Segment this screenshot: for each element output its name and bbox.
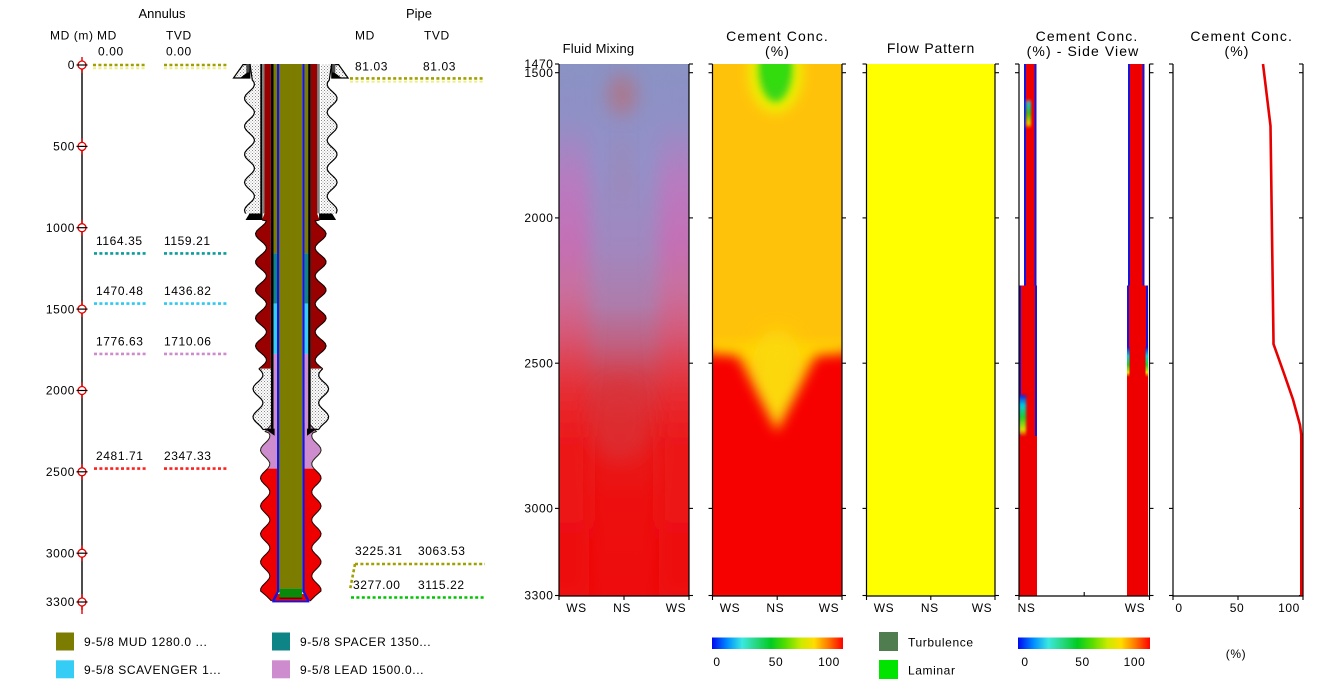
svg-text:2000: 2000 bbox=[524, 211, 553, 225]
svg-text:TVD: TVD bbox=[166, 29, 192, 43]
svg-text:NS: NS bbox=[766, 601, 784, 615]
svg-text:2000: 2000 bbox=[46, 384, 75, 398]
svg-text:Laminar: Laminar bbox=[908, 664, 956, 678]
svg-text:1500: 1500 bbox=[46, 302, 75, 316]
svg-text:0: 0 bbox=[1021, 655, 1028, 669]
svg-text:9-5/8 MUD 1280.0 ...: 9-5/8 MUD 1280.0 ... bbox=[84, 635, 207, 649]
svg-text:9-5/8 SCAVENGER 1...: 9-5/8 SCAVENGER 1... bbox=[84, 663, 221, 677]
svg-text:WS: WS bbox=[1125, 601, 1146, 615]
svg-text:50: 50 bbox=[1075, 655, 1090, 669]
svg-text:Cement Conc.: Cement Conc. bbox=[1036, 28, 1139, 44]
svg-text:0: 0 bbox=[68, 58, 75, 72]
svg-text:Turbulence: Turbulence bbox=[908, 636, 974, 650]
svg-text:3225.31: 3225.31 bbox=[355, 544, 403, 558]
svg-text:1710.06: 1710.06 bbox=[164, 334, 212, 348]
svg-text:Annulus: Annulus bbox=[139, 6, 186, 21]
svg-text:WS: WS bbox=[819, 601, 840, 615]
svg-text:WS: WS bbox=[972, 601, 993, 615]
svg-text:MD: MD bbox=[97, 29, 117, 43]
svg-text:9-5/8 LEAD 1500.0...: 9-5/8 LEAD 1500.0... bbox=[300, 663, 424, 677]
svg-text:3300: 3300 bbox=[46, 595, 75, 609]
svg-text:Pipe: Pipe bbox=[406, 6, 432, 21]
svg-text:NS: NS bbox=[921, 601, 939, 615]
svg-text:(%): (%) bbox=[1224, 43, 1249, 59]
svg-text:0.00: 0.00 bbox=[98, 45, 124, 59]
svg-text:1776.63: 1776.63 bbox=[96, 334, 144, 348]
svg-text:1500: 1500 bbox=[524, 66, 553, 80]
svg-text:WS: WS bbox=[566, 601, 587, 615]
svg-text:Flow Pattern: Flow Pattern bbox=[887, 40, 975, 56]
svg-text:2500: 2500 bbox=[46, 465, 75, 479]
svg-text:3000: 3000 bbox=[524, 502, 553, 516]
svg-text:1470.48: 1470.48 bbox=[96, 284, 144, 298]
svg-text:1470: 1470 bbox=[524, 57, 553, 71]
svg-text:0: 0 bbox=[1175, 601, 1182, 615]
svg-text:Cement Conc.: Cement Conc. bbox=[726, 28, 829, 44]
svg-text:500: 500 bbox=[53, 140, 75, 154]
svg-text:3300: 3300 bbox=[524, 589, 553, 603]
svg-text:81.03: 81.03 bbox=[423, 60, 456, 74]
svg-text:MD: MD bbox=[355, 29, 375, 43]
svg-text:9-5/8 SPACER 1350...: 9-5/8 SPACER 1350... bbox=[300, 635, 431, 649]
svg-text:NS: NS bbox=[1018, 601, 1036, 615]
svg-text:81.03: 81.03 bbox=[355, 60, 388, 74]
svg-text:MD (m): MD (m) bbox=[50, 29, 94, 43]
svg-text:WS: WS bbox=[874, 601, 895, 615]
svg-text:Fluid Mixing: Fluid Mixing bbox=[563, 41, 635, 56]
svg-text:100: 100 bbox=[1124, 655, 1146, 669]
svg-text:NS: NS bbox=[613, 601, 631, 615]
svg-text:WS: WS bbox=[720, 601, 741, 615]
svg-text:3000: 3000 bbox=[46, 546, 75, 560]
svg-text:(%): (%) bbox=[765, 43, 790, 59]
svg-text:0.00: 0.00 bbox=[166, 45, 192, 59]
svg-text:(%): (%) bbox=[1226, 647, 1246, 661]
svg-text:50: 50 bbox=[769, 655, 784, 669]
svg-text:2347.33: 2347.33 bbox=[164, 449, 212, 463]
svg-text:100: 100 bbox=[1278, 601, 1300, 615]
svg-text:1000: 1000 bbox=[46, 221, 75, 235]
svg-text:WS: WS bbox=[666, 601, 687, 615]
svg-text:50: 50 bbox=[1230, 601, 1245, 615]
svg-text:Cement Conc.: Cement Conc. bbox=[1190, 28, 1293, 44]
svg-text:1436.82: 1436.82 bbox=[164, 284, 212, 298]
svg-text:100: 100 bbox=[818, 655, 840, 669]
svg-text:2481.71: 2481.71 bbox=[96, 449, 144, 463]
svg-text:1164.35: 1164.35 bbox=[96, 234, 143, 248]
svg-text:3063.53: 3063.53 bbox=[418, 544, 466, 558]
svg-text:3115.22: 3115.22 bbox=[418, 578, 465, 592]
svg-text:(%) - Side View: (%) - Side View bbox=[1027, 43, 1140, 59]
svg-text:3277.00: 3277.00 bbox=[353, 578, 401, 592]
svg-text:2500: 2500 bbox=[524, 356, 553, 370]
svg-text:TVD: TVD bbox=[424, 29, 450, 43]
svg-text:1159.21: 1159.21 bbox=[164, 234, 211, 248]
svg-text:0: 0 bbox=[713, 655, 720, 669]
